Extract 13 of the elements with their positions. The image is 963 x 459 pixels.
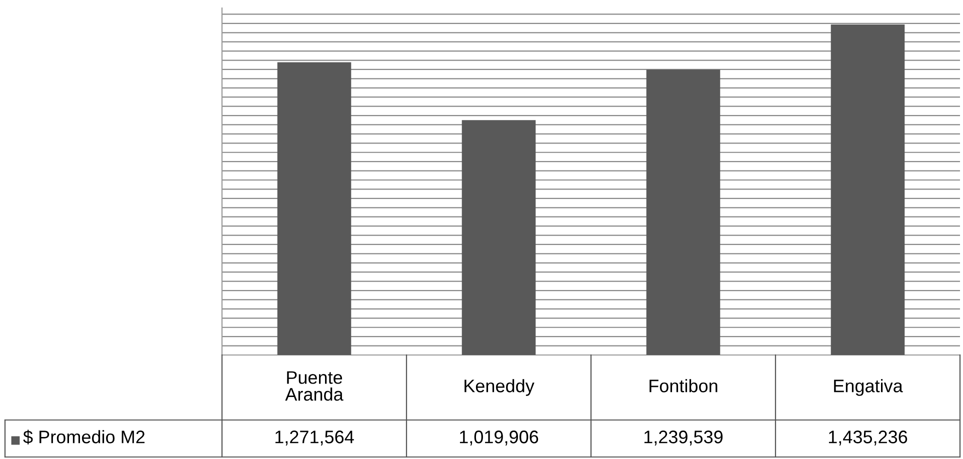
x-tick-label: Puente Aranda <box>285 371 344 401</box>
bar <box>462 120 536 355</box>
data-label: 1,019,906 <box>460 430 538 446</box>
bar <box>646 70 720 355</box>
data-label: 1,239,539 <box>644 430 723 446</box>
data-label: 1,435,236 <box>828 430 908 446</box>
bar <box>830 24 905 355</box>
x-tick-label: Engativa <box>834 379 903 396</box>
bar <box>277 62 352 355</box>
x-tick-label: Keneddy <box>464 379 534 396</box>
data-label: 1,271,564 <box>275 430 354 446</box>
legend-label: $ Promedio M2 <box>23 430 145 444</box>
x-tick-label: Fontibon <box>650 379 718 392</box>
